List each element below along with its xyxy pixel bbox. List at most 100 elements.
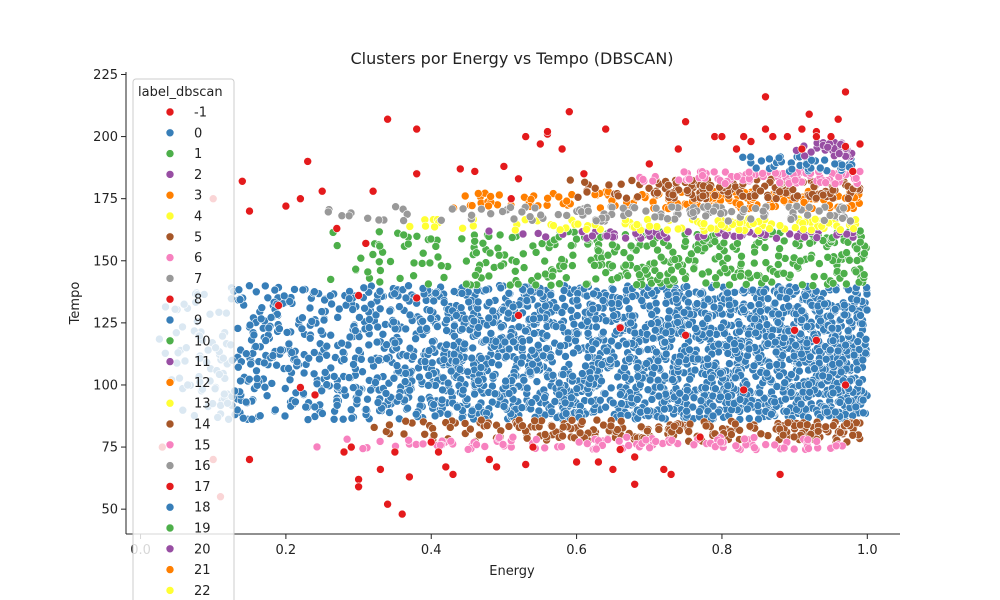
cluster-0-point (709, 302, 719, 312)
noise-point (521, 460, 531, 469)
cluster-2-point (793, 232, 802, 241)
cluster-0-point (660, 337, 670, 347)
cluster-1-point (689, 264, 699, 274)
cluster-0-point (389, 373, 399, 383)
cluster-1-point (773, 260, 783, 269)
noise-point (390, 447, 400, 457)
cluster-0-point (499, 402, 509, 411)
legend-label: 4 (194, 210, 202, 225)
cluster-1-point (457, 234, 467, 244)
cluster-3-point (460, 191, 470, 201)
cluster-0-point (540, 393, 549, 402)
cluster-1-point (568, 261, 577, 270)
cluster-0-point (371, 378, 380, 387)
cluster-0-point (315, 354, 324, 364)
cluster-6-point (508, 432, 518, 442)
cluster-0-point (852, 295, 862, 305)
cluster-3-point (779, 196, 789, 205)
cluster-7-point (391, 202, 400, 211)
cluster-2-point (602, 231, 612, 241)
cluster-0-point (291, 397, 300, 407)
legend-marker (165, 128, 175, 138)
cluster-1-point (623, 271, 633, 280)
cluster-10-point (738, 153, 748, 162)
cluster-0-point (338, 414, 348, 424)
cluster-0-point (541, 301, 550, 311)
cluster-0-point (255, 411, 265, 421)
cluster-0-point (463, 367, 472, 377)
cluster-0-point (409, 352, 418, 361)
cluster-0-point (405, 343, 415, 353)
cluster-0-point (270, 285, 280, 295)
cluster-0-point (643, 385, 653, 395)
cluster-0-point (390, 338, 400, 348)
cluster-0-point (789, 351, 799, 361)
legend-label: 7 (194, 272, 202, 287)
cluster-0-point (385, 408, 394, 417)
cluster-0-point (245, 281, 254, 291)
cluster-1-point (594, 246, 603, 255)
cluster-0-point (404, 281, 413, 291)
noise-point (841, 87, 850, 97)
noise-point (841, 380, 850, 390)
cluster-0-point (428, 337, 437, 346)
cluster-0-point (730, 339, 739, 348)
cluster-1-point (568, 250, 578, 260)
cluster-5-point (540, 430, 550, 439)
cluster-0-point (502, 352, 511, 361)
cluster-5-point (606, 421, 616, 431)
cluster-6-point (803, 435, 813, 445)
cluster-0-point (491, 337, 501, 346)
cluster-10-point (765, 154, 774, 164)
cluster-7-point (498, 207, 507, 216)
cluster-0-point (683, 298, 693, 307)
cluster-4-point (421, 221, 430, 231)
cluster-1-point (356, 253, 366, 263)
cluster-5-point (592, 415, 602, 425)
cluster-7-point (447, 204, 457, 214)
cluster-6-point (312, 442, 322, 452)
cluster-0-point (316, 326, 326, 336)
cluster-0-point (304, 353, 314, 363)
cluster-0-point (484, 298, 494, 307)
cluster-0-point (535, 288, 545, 298)
cluster-0-point (661, 349, 671, 359)
cluster-0-point (501, 376, 510, 386)
cluster-0-point (546, 290, 556, 300)
cluster-5-point (745, 421, 755, 431)
cluster-0-point (457, 324, 467, 334)
cluster-7-point (650, 212, 660, 222)
cluster-1-point (572, 234, 581, 244)
cluster-4-point (716, 220, 726, 230)
cluster-1-point (819, 272, 829, 281)
noise-point (761, 92, 770, 102)
cluster-1-point (495, 230, 505, 240)
cluster-4-point (662, 225, 672, 235)
cluster-7-point (641, 206, 651, 216)
cluster-7-point (701, 211, 711, 221)
cluster-0-point (474, 323, 483, 332)
noise-point (761, 124, 770, 134)
legend-label: 11 (194, 355, 211, 370)
legend-label: 20 (194, 542, 211, 557)
cluster-0-point (345, 287, 354, 296)
cluster-0-point (473, 376, 483, 386)
cluster-0-point (532, 377, 542, 386)
cluster-0-point (242, 349, 251, 359)
cluster-0-point (263, 293, 273, 303)
cluster-6-point (480, 442, 490, 451)
cluster-0-point (349, 360, 358, 369)
cluster-7-point (467, 211, 476, 220)
cluster-0-point (339, 355, 349, 364)
cluster-0-point (426, 314, 436, 323)
cluster-7-point (651, 203, 661, 213)
cluster-0-point (310, 402, 320, 412)
cluster-0-point (645, 375, 655, 385)
noise-point (470, 167, 480, 176)
cluster-0-point (613, 372, 623, 382)
cluster-8-point (710, 191, 720, 200)
cluster-0-point (724, 300, 734, 310)
legend-label: 22 (194, 584, 211, 599)
cluster-0-point (616, 390, 625, 399)
